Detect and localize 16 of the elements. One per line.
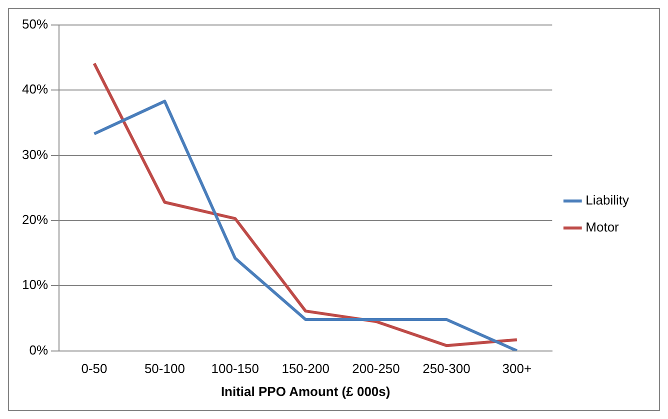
x-tick-label: 300+ (502, 361, 532, 376)
x-tick-label: 50-100 (144, 361, 185, 376)
y-tick-label: 20% (22, 212, 48, 228)
x-tick-label: 100-150 (211, 361, 259, 376)
legend-label: Motor (586, 220, 620, 235)
x-tick-label: 0-50 (81, 361, 108, 376)
y-tick-label: 30% (22, 146, 48, 162)
legend-label: Liability (586, 192, 630, 208)
x-tick-label: 200-250 (352, 361, 400, 376)
x-axis-title: Initial PPO Amount (£ 000s) (220, 384, 390, 399)
x-tick-label: 150-200 (282, 361, 330, 376)
y-tick-label: 0% (29, 342, 48, 358)
x-tick-label: 250-300 (422, 361, 470, 376)
y-tick-label: 10% (22, 277, 48, 292)
y-tick-label: 50% (22, 16, 48, 32)
y-tick-label: 40% (22, 82, 48, 97)
